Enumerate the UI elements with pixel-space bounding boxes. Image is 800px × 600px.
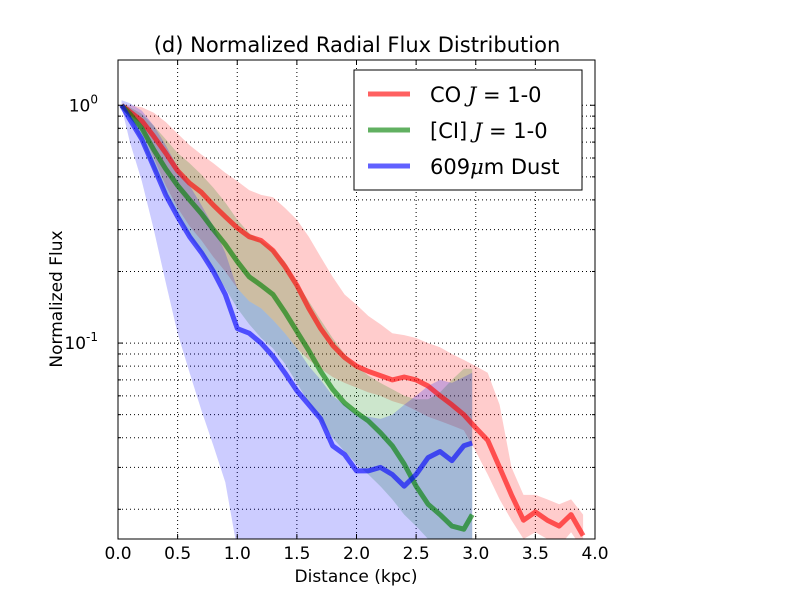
x-tick-label: 2.0 [343, 544, 370, 564]
line-co-j-1-0 [120, 103, 586, 537]
x-tick-label: 2.5 [403, 544, 430, 564]
x-tick-label: 3.0 [462, 544, 489, 564]
uncertainty-bands [121, 100, 584, 539]
band--ci-j-1-0 [121, 105, 473, 539]
x-tick-label: 0.5 [164, 544, 191, 564]
x-tick-label: 4.0 [581, 544, 608, 564]
axis-ticks: 0.0 0.5 1.0 1.5 2.0 2.5 3.0 3.5 4.0 100 10-1 [64, 60, 609, 564]
series-lines [119, 103, 586, 537]
legend-co-j-1-0-label: CO J = 1-0 [430, 83, 542, 107]
band-co-j-1-0 [121, 105, 584, 539]
x-tick-label: 1.0 [224, 544, 251, 564]
chart-title: (d) Normalized Radial Flux Distribution [154, 33, 561, 57]
legend-609-m-dust-label: 609μm Dust [430, 155, 560, 179]
line--ci-j-1-0 [119, 103, 475, 532]
y-tick-label: 100 [69, 92, 98, 116]
y-tick-label: 10-1 [64, 330, 98, 354]
legend--ci-j-1-0-label: [CI] J = 1-0 [430, 119, 548, 143]
x-tick-label: 0.0 [104, 544, 131, 564]
legend: CO J = 1-0 [CI] J = 1-0 609μm Dust [353, 69, 583, 191]
x-tick-label: 3.5 [522, 544, 549, 564]
x-tick-label: 1.5 [283, 544, 310, 564]
x-axis-label: Distance (kpc) [295, 567, 418, 587]
band-609-m-dust [121, 100, 473, 539]
y-axis-label: Normalized Flux [47, 230, 67, 367]
line-609-m-dust [119, 104, 473, 489]
